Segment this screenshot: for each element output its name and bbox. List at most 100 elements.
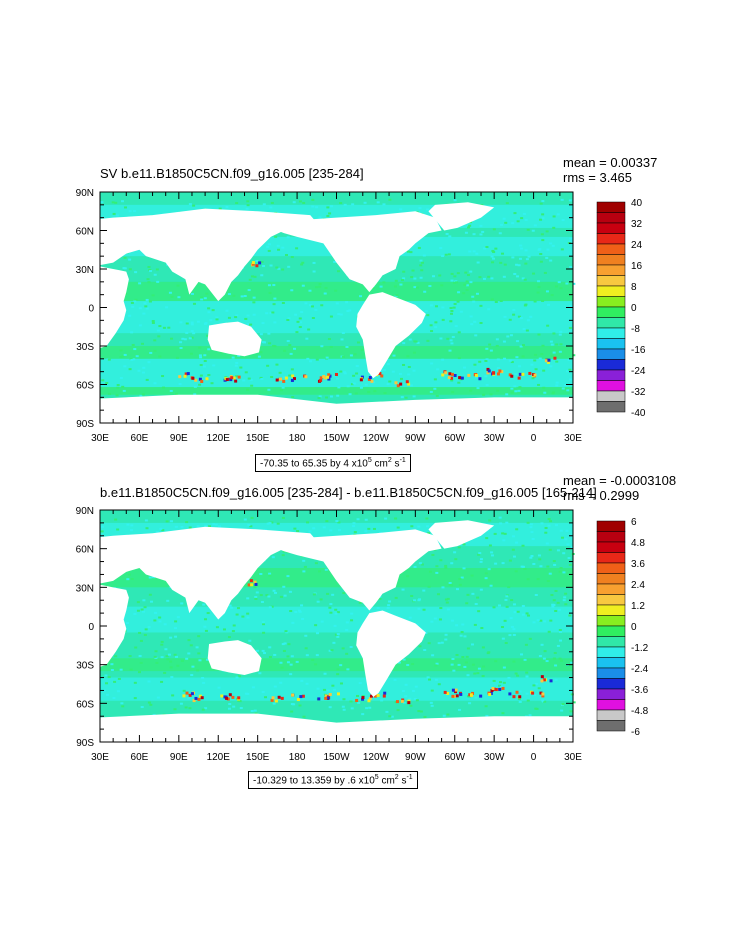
ocean-cell [199,374,203,377]
colorbar-swatch [596,531,626,543]
ocean-cell [383,369,387,372]
ocean-cell [496,358,500,361]
anomaly-cell [185,691,189,695]
ocean-cell [402,277,406,280]
ocean-cell [138,282,142,285]
ocean-cell [167,326,171,329]
lon-label: 60W [444,752,465,763]
ocean-cell [521,613,525,616]
ocean-cell [553,651,557,654]
ocean-cell [134,646,138,649]
ocean-cell [488,544,492,547]
ocean-cell [296,530,300,533]
ocean-cell [468,702,472,705]
anomaly-cell [319,376,323,380]
ocean-cell [279,389,283,392]
ocean-cell [494,247,498,250]
ocean-cell [358,682,362,685]
ocean-cell [123,267,127,270]
ocean-cell [143,302,147,305]
ocean-cell [153,339,157,342]
ocean-cell [518,700,522,703]
anomaly-cell [443,690,447,694]
ocean-cell [323,672,327,675]
ocean-cell [462,366,466,369]
ocean-cell [218,207,222,210]
ocean-cell [466,593,470,596]
ocean-cell [268,342,272,345]
ocean-cell [560,198,564,201]
ocean-cell [545,230,549,233]
ocean-cell [470,323,474,326]
ocean-cell [151,576,155,579]
ocean-cell [235,361,239,364]
ocean-cell [450,272,454,275]
ocean-cell [345,628,349,631]
anomaly-cell [544,359,548,363]
ocean-cell [302,201,306,204]
range-unit-exp: 2 [387,457,392,464]
anomaly-cell [490,688,494,692]
ocean-cell [455,653,459,656]
ocean-cell [114,518,118,521]
ocean-cell [104,674,108,677]
ocean-cell [276,522,280,525]
contour-range-box: -10.329 to 13.359 by .6 x105 cm2 s-1 [248,771,418,790]
ocean-cell [199,356,203,359]
ocean-cell [156,280,160,283]
ocean-cell [258,672,262,675]
ocean-cell [465,284,469,287]
ocean-cell [180,659,184,662]
ocean-cell [147,680,151,683]
ocean-cell [530,363,534,366]
ocean-cell [554,524,558,527]
ocean-cell [167,653,171,656]
ocean-cell [273,653,277,656]
anomaly-cell [496,372,500,376]
lon-label: 30W [484,433,505,444]
lon-label: 120W [363,752,390,763]
map-title: b.e11.B1850C5CN.f09_g16.005 [235-284] - … [100,485,597,500]
ocean-cell [115,214,119,217]
anomaly-cell [232,376,236,380]
ocean-cell [561,219,565,222]
anomaly-cell [178,375,182,379]
ocean-cell [246,597,250,600]
anomaly-cell [184,372,188,376]
anomaly-cell [198,377,202,381]
anomaly-cell [192,699,196,703]
colorbar-label: 24 [631,240,643,251]
ocean-cell [552,603,556,606]
ocean-cell [430,689,434,692]
ocean-cell [433,617,437,620]
ocean-cell [450,310,454,313]
ocean-cell [543,271,547,274]
range-unit-exp: 2 [394,774,399,781]
ocean-cell [190,674,194,677]
ocean-cell [316,600,320,603]
ocean-cell [505,521,509,524]
ocean-cell [502,275,506,278]
ocean-cell [165,306,169,309]
ocean-cell [282,376,286,379]
anomaly-cell [249,579,253,583]
anomaly-cell [446,691,450,695]
ocean-cell [274,235,278,238]
ocean-cell [435,662,439,665]
ocean-cell [552,351,556,354]
colorbar-swatch [596,594,626,606]
ocean-cell [489,584,493,587]
ocean-cell [121,705,125,708]
ocean-cell [144,628,148,631]
ocean-cell [433,387,437,390]
anomaly-cell [487,369,491,373]
ocean-cell [409,384,413,387]
ocean-cell [271,556,275,559]
ocean-cell [384,517,388,520]
ocean-cell [185,521,189,524]
ocean-cell [483,247,487,250]
ocean-cell [178,383,182,386]
ocean-cell [158,355,162,358]
ocean-cell [364,518,368,521]
ocean-cell [301,617,305,620]
